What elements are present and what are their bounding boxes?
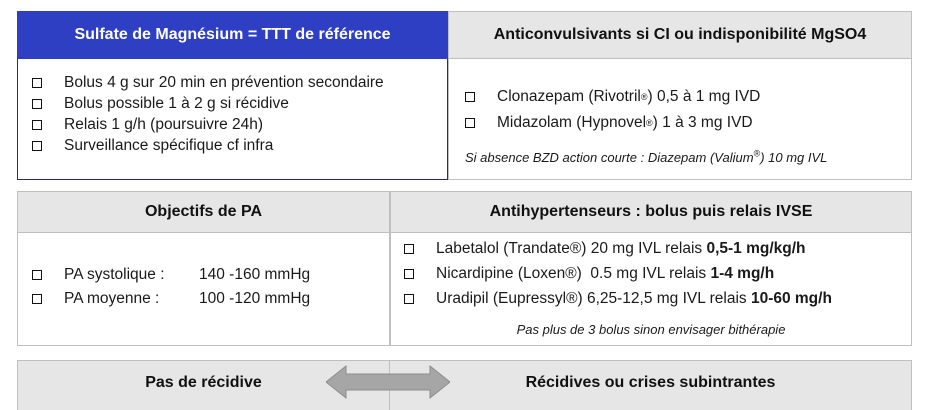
list-item: Midazolam (Hypnovel ®) 1 à 3 mg IVD (465, 112, 905, 133)
list-item: Labetalol (Trandate®) 20 mg IVL relais 0… (404, 238, 909, 259)
list-item: Nicardipine (Loxen®) 0.5 mg IVL relais 1… (404, 263, 909, 284)
checkbox-icon (404, 293, 414, 304)
list-item: Clonazepam (Rivotril ®) 0,5 à 1 mg IVD (465, 86, 905, 107)
pas-de-recidive-title: Pas de récidive (145, 374, 262, 391)
checkbox-icon (465, 91, 475, 102)
checkbox-icon (404, 268, 414, 279)
antihypertenseurs-note: Pas plus de 3 bolus sinon envisager bith… (516, 322, 786, 337)
recidives-title: Récidives ou crises subintrantes (525, 374, 776, 391)
objectifs-title: Objectifs de PA (144, 203, 263, 220)
list-item: Surveillance spécifique cf infra (32, 135, 442, 156)
double-arrow-icon (326, 364, 450, 400)
objectifs-panel (17, 191, 390, 346)
checkbox-icon (32, 140, 42, 151)
objectifs-header: Objectifs de PA (18, 192, 389, 233)
antihypertenseurs-list: Labetalol (Trandate®) 20 mg IVL relais 0… (404, 238, 909, 309)
sulfate-list: Bolus 4 g sur 20 min en prévention secon… (32, 72, 442, 156)
checkbox-icon (404, 243, 414, 254)
list-item: Bolus 4 g sur 20 min en prévention secon… (32, 72, 442, 93)
list-item: Bolus possible 1 à 2 g si récidive (32, 93, 442, 114)
anticonvulsivants-panel (448, 11, 912, 180)
checkbox-icon (465, 117, 475, 128)
list-item: Relais 1 g/h (poursuivre 24h) (32, 114, 442, 135)
checkbox-icon (32, 119, 42, 130)
list-item: Uradipil (Eupressyl®) 6,25-12,5 mg IVL r… (404, 288, 909, 309)
sulfate-header: Sulfate de Magnésium = TTT de référence (17, 11, 448, 59)
anticonvulsivants-list: Clonazepam (Rivotril ®) 0,5 à 1 mg IVD Mi… (465, 86, 905, 133)
antihypertenseurs-title: Antihypertenseurs : bolus puis relais IV… (489, 203, 813, 220)
anticonvulsivants-title: Anticonvulsivants si CI ou indisponibili… (493, 26, 867, 43)
checkbox-icon (32, 269, 42, 280)
checkbox-icon (32, 77, 42, 88)
checkbox-icon (32, 293, 42, 304)
checkbox-icon (32, 98, 42, 109)
recidives-header: Récidives ou crises subintrantes (390, 360, 912, 410)
antihypertenseurs-panel (390, 191, 912, 346)
anticonvulsivants-note: Si absence BZD action courte : Diazepam … (465, 148, 828, 165)
list-item: PA systolique : 140 -160 mmHg (32, 264, 382, 285)
objectifs-list: PA systolique : 140 -160 mmHg PA moyenne… (32, 264, 382, 309)
antihypertenseurs-header: Antihypertenseurs : bolus puis relais IV… (391, 192, 911, 233)
anticonvulsivants-header: Anticonvulsivants si CI ou indisponibili… (449, 12, 911, 59)
sulfate-title: Sulfate de Magnésium = TTT de référence (74, 26, 391, 43)
list-item: PA moyenne : 100 -120 mmHg (32, 288, 382, 309)
